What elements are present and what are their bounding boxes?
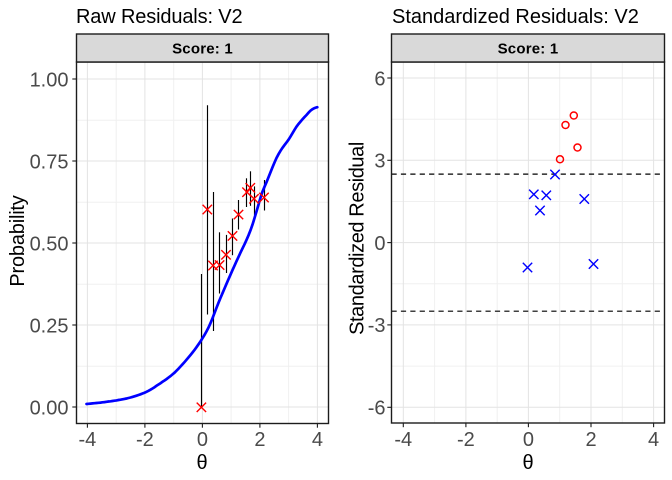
- svg-text:Standardized Residuals: V2: Standardized Residuals: V2: [392, 6, 639, 28]
- svg-text:0.75: 0.75: [30, 151, 69, 173]
- svg-text:-2: -2: [136, 429, 154, 451]
- svg-text:Score: 1: Score: 1: [498, 40, 559, 57]
- svg-text:-6: -6: [368, 398, 386, 420]
- svg-text:Raw Residuals: V2: Raw Residuals: V2: [76, 6, 242, 28]
- svg-text:2: 2: [254, 429, 265, 451]
- svg-text:θ: θ: [522, 452, 533, 474]
- svg-text:0.00: 0.00: [30, 397, 69, 419]
- svg-text:θ: θ: [196, 452, 207, 474]
- svg-text:2: 2: [585, 429, 596, 451]
- svg-text:0: 0: [374, 233, 385, 255]
- svg-text:4: 4: [312, 429, 323, 451]
- svg-text:0: 0: [523, 429, 534, 451]
- svg-text:Standardized Residual: Standardized Residual: [347, 142, 369, 335]
- svg-text:1.00: 1.00: [30, 69, 69, 91]
- svg-text:4: 4: [648, 429, 659, 451]
- svg-text:-3: -3: [368, 315, 386, 337]
- svg-text:3: 3: [374, 151, 385, 173]
- svg-text:Probability: Probability: [7, 195, 29, 286]
- svg-text:-2: -2: [457, 429, 475, 451]
- svg-text:6: 6: [374, 68, 385, 90]
- svg-text:0: 0: [197, 429, 208, 451]
- svg-text:0.50: 0.50: [30, 233, 69, 255]
- svg-text:0.25: 0.25: [30, 315, 69, 337]
- svg-text:-4: -4: [79, 429, 97, 451]
- svg-text:Score: 1: Score: 1: [172, 40, 233, 57]
- svg-text:-4: -4: [394, 429, 412, 451]
